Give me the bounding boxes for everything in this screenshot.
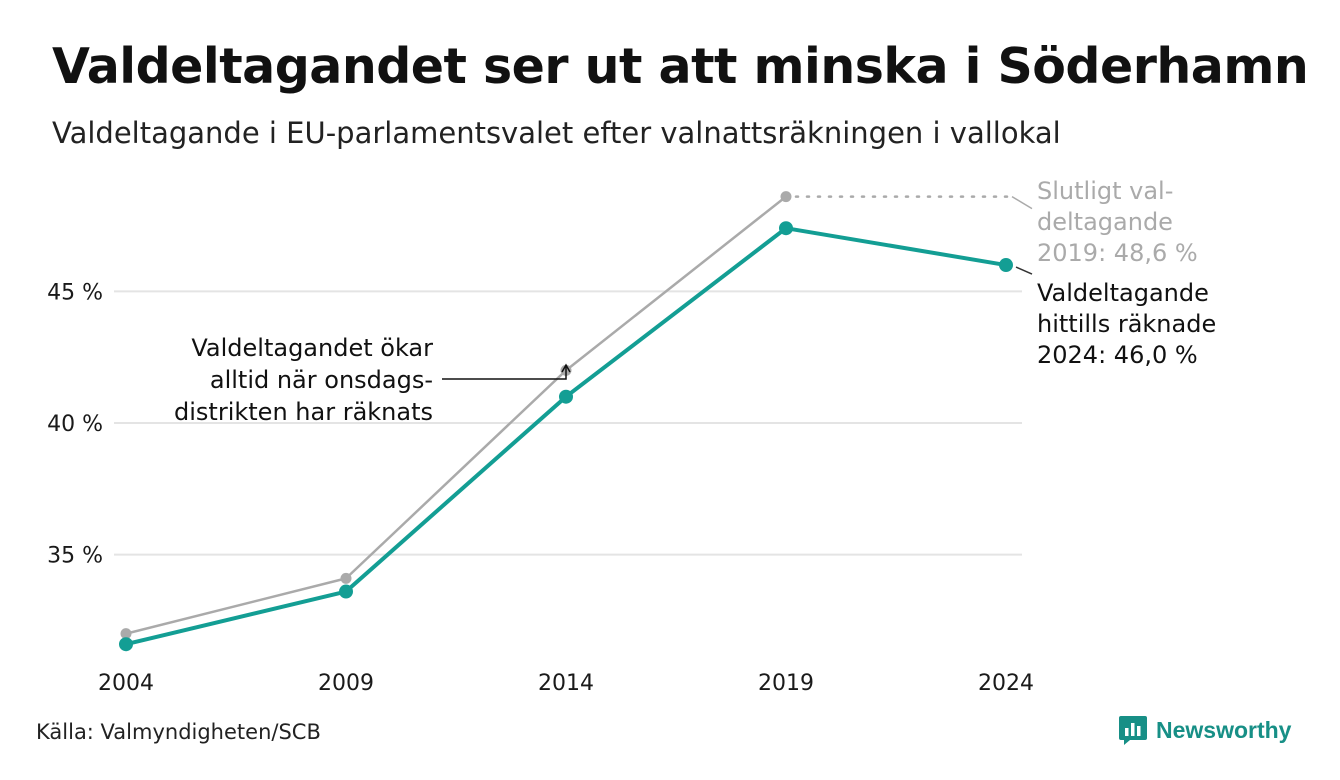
- y-tick-label: 40 %: [47, 412, 103, 437]
- data-point-final: [120, 628, 132, 640]
- data-point-counted: [999, 258, 1013, 273]
- annotation-final-line: deltagande: [1037, 208, 1173, 236]
- annotation-note-line: Valdeltagandet ökar: [191, 334, 433, 362]
- grid-layer: [114, 290, 1022, 556]
- annotation-note-line: distrikten har räknats: [174, 398, 433, 426]
- brand-logo[interactable]: Newsworthy: [1118, 714, 1291, 746]
- source-note: Källa: Valmyndigheten/SCB: [36, 720, 321, 744]
- x-tick-label: 2004: [98, 671, 154, 696]
- data-point-counted: [559, 389, 573, 404]
- x-tick-label: 2014: [538, 671, 594, 696]
- chart-title: Valdeltagandet ser ut att minska i Söder…: [52, 38, 1309, 95]
- chart-subtitle: Valdeltagande i EU-parlamentsvalet efter…: [52, 116, 1061, 150]
- x-tick-label: 2024: [978, 671, 1034, 696]
- data-point-final: [340, 572, 352, 584]
- annotation-current-line: hittills räknade: [1037, 310, 1216, 338]
- y-tick-label: 45 %: [47, 280, 103, 305]
- annotation-final-line: Slutligt val-: [1037, 177, 1173, 205]
- x-tick-label: 2009: [318, 671, 374, 696]
- annotation-note-line: alltid när onsdags-: [210, 366, 433, 394]
- series-layer: [119, 191, 1013, 652]
- annotation-current-line: Valdeltagande: [1037, 279, 1209, 307]
- data-point-counted: [779, 221, 793, 236]
- data-point-final: [780, 191, 792, 203]
- y-tick-label: 35 %: [47, 544, 103, 569]
- data-point-counted: [119, 637, 133, 652]
- brand-name: Newsworthy: [1156, 716, 1292, 743]
- axis-layer: 35 % 40 % 45 % 2004 2009 2014 2019 2024: [47, 280, 1034, 696]
- note-arrow-head: [561, 363, 571, 373]
- current-leader: [1015, 266, 1033, 275]
- newsworthy-logo-icon: [1119, 716, 1147, 745]
- annotation-current-line: 2024: 46,0 %: [1037, 341, 1198, 369]
- x-tick-label: 2019: [758, 671, 814, 696]
- series-line-final: [124, 195, 788, 635]
- annotation-final-line: 2019: 48,6 %: [1037, 239, 1198, 267]
- final-leader-tick: [1011, 195, 1033, 210]
- note-arrow-line: [442, 366, 567, 380]
- annotation-layer: Slutligt val-deltagande 2019: 48,6 % Valde…: [174, 177, 1216, 426]
- data-point-counted: [339, 584, 353, 599]
